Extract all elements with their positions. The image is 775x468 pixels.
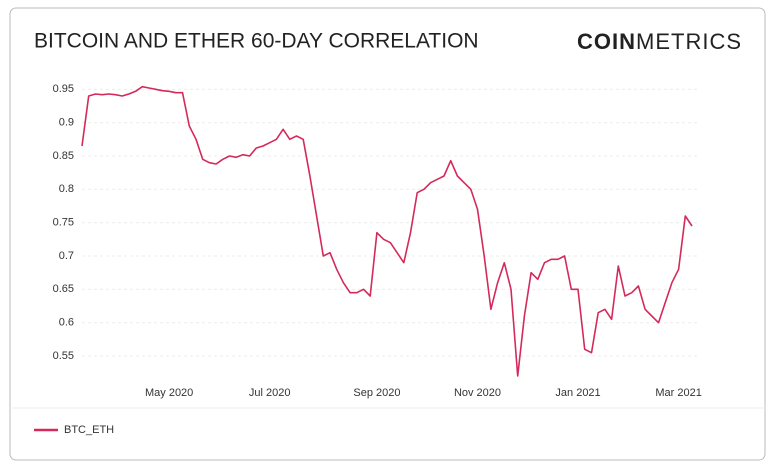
x-tick-label: Mar 2021	[655, 387, 701, 399]
y-tick-label: 0.7	[59, 250, 74, 262]
y-tick-label: 0.6	[59, 317, 74, 329]
data-line	[81, 85, 693, 377]
x-tick-label: Jan 2021	[555, 387, 600, 399]
y-tick-label: 0.65	[53, 283, 74, 295]
x-tick-label: Nov 2020	[454, 387, 501, 399]
x-tick-label: May 2020	[145, 387, 193, 399]
y-tick-label: 0.8	[59, 183, 74, 195]
x-tick-label: Jul 2020	[249, 387, 291, 399]
y-tick-label: 0.55	[53, 350, 74, 362]
brand-logo: COINMETRICS	[577, 29, 742, 54]
legend-label: BTC_ETH	[64, 424, 114, 436]
chart-title: BITCOIN AND ETHER 60-DAY CORRELATION	[34, 30, 479, 53]
x-tick-label: Sep 2020	[353, 387, 400, 399]
brand-light: METRICS	[636, 29, 742, 54]
y-tick-label: 0.95	[53, 83, 74, 95]
y-tick-label: 0.75	[53, 217, 74, 229]
y-tick-label: 0.9	[59, 117, 74, 129]
card	[9, 7, 766, 461]
brand-bold: COIN	[577, 29, 636, 54]
y-tick-label: 0.85	[53, 150, 74, 162]
